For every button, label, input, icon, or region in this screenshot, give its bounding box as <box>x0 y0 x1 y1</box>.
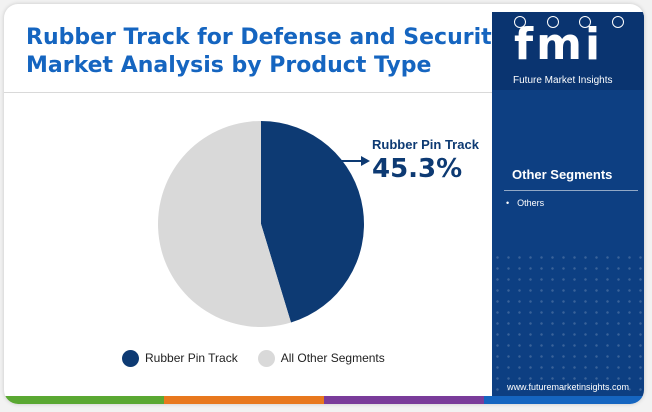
color-bar-segment <box>164 396 324 404</box>
legend: Rubber Pin Track All Other Segments <box>122 348 405 368</box>
gear-icon <box>579 16 592 28</box>
logo-icons <box>514 16 624 30</box>
color-bar-segment <box>484 396 644 404</box>
globe-icon <box>546 16 559 28</box>
bottom-color-bar <box>4 396 644 404</box>
legend-swatch <box>122 349 139 367</box>
cart-icon <box>611 16 624 28</box>
callout-value: 45.3% <box>372 154 463 184</box>
pie-slice-rubber-pin-track <box>261 121 364 323</box>
other-segments-heading: Other Segments <box>512 167 613 182</box>
legend-item: All Other Segments <box>257 349 385 367</box>
bulb-icon <box>514 16 526 28</box>
legend-label: All Other Segments <box>280 351 385 365</box>
title-divider <box>4 92 492 93</box>
chart-title: Rubber Track for Defense and Security Ma… <box>26 24 506 80</box>
segments-divider <box>504 190 638 191</box>
title-line-2: Market Analysis by Product Type <box>26 53 432 78</box>
title-line-1: Rubber Track for Defense and Security <box>26 25 506 50</box>
color-bar-segment <box>4 396 164 404</box>
logo-area: fmi Future Market Insights <box>492 12 644 90</box>
segments-list: Others <box>506 198 544 208</box>
website-link[interactable]: www.futuremarketinsights.com <box>506 382 630 392</box>
legend-label: Rubber Pin Track <box>145 351 238 365</box>
logo-subtitle: Future Market Insights <box>513 75 613 86</box>
side-panel: fmi Future Market Insights Other Segment… <box>492 12 644 396</box>
callout-arrow <box>339 156 370 166</box>
pie-slice-all-other-segments <box>158 120 291 327</box>
report-card: Rubber Track for Defense and Security Ma… <box>4 4 644 404</box>
legend-swatch <box>257 349 275 367</box>
logo: fmi <box>514 19 604 70</box>
color-bar-segment <box>324 396 484 404</box>
legend-item: Rubber Pin Track <box>122 349 238 367</box>
pie-chart <box>158 120 370 327</box>
callout-label: Rubber Pin Track <box>372 137 479 152</box>
dot-pattern <box>492 252 644 392</box>
segment-item: Others <box>506 198 544 208</box>
pie-slices <box>158 120 364 327</box>
